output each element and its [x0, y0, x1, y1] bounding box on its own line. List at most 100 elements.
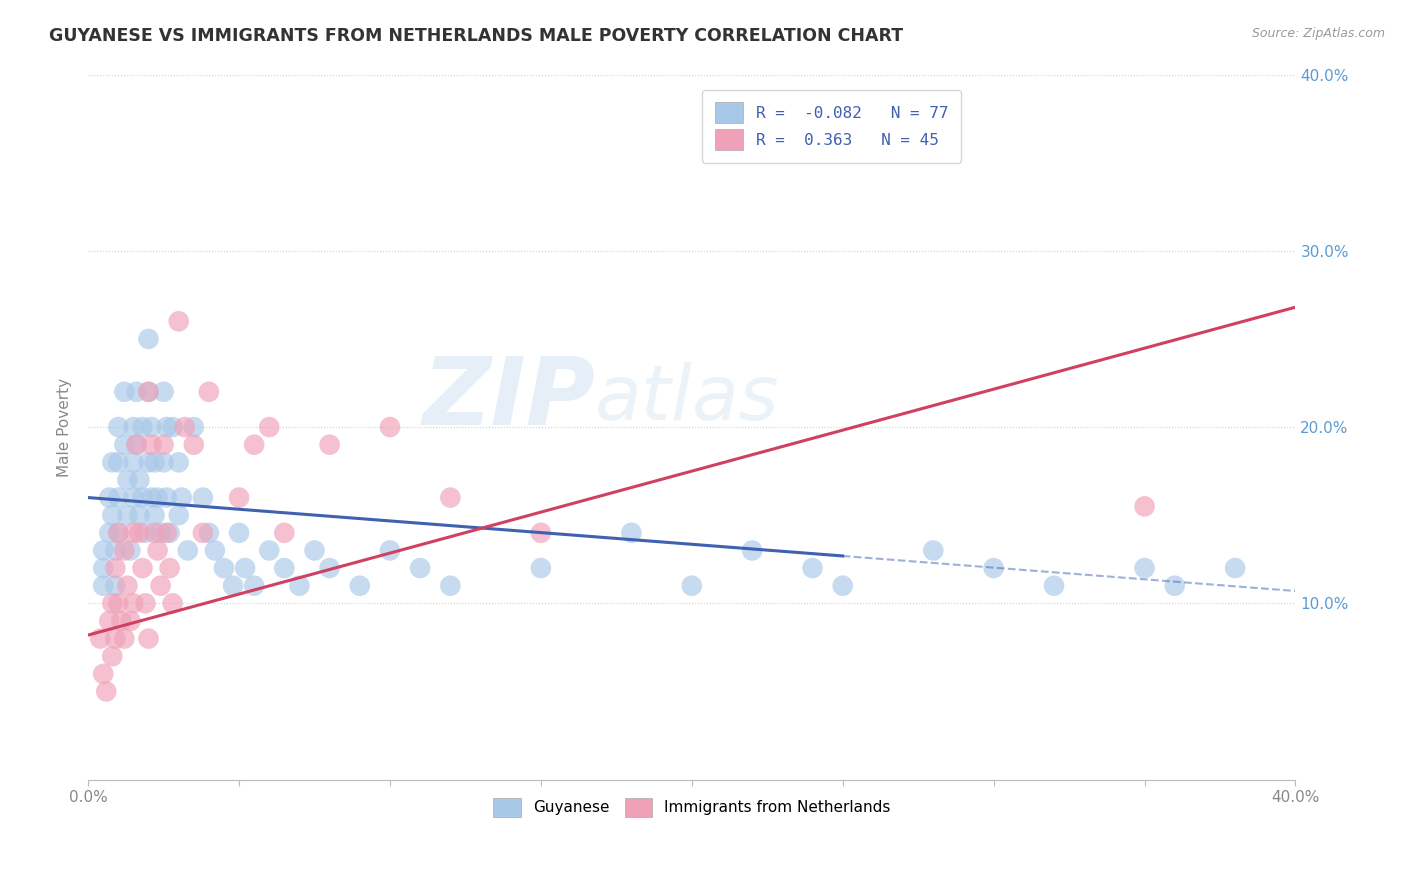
Point: [107, 455, 129, 469]
Point: [131, 491, 153, 505]
Y-axis label: Male Poverty: Male Poverty: [58, 377, 72, 476]
Point: [378, 420, 401, 434]
Point: [104, 543, 127, 558]
Point: [1133, 500, 1156, 514]
Text: Source: ZipAtlas.com: Source: ZipAtlas.com: [1251, 27, 1385, 40]
Text: atlas: atlas: [595, 362, 780, 436]
Point: [107, 596, 129, 610]
Point: [288, 579, 311, 593]
Point: [222, 579, 245, 593]
Point: [257, 420, 280, 434]
Point: [101, 649, 124, 664]
Point: [228, 525, 250, 540]
Point: [141, 438, 163, 452]
Point: [167, 314, 190, 328]
Point: [530, 525, 553, 540]
Point: [141, 420, 163, 434]
Point: [125, 438, 148, 452]
Point: [107, 525, 129, 540]
Point: [138, 332, 160, 346]
Point: [349, 579, 371, 593]
Point: [107, 491, 129, 505]
Point: [128, 508, 150, 523]
Text: GUYANESE VS IMMIGRANTS FROM NETHERLANDS MALE POVERTY CORRELATION CHART: GUYANESE VS IMMIGRANTS FROM NETHERLANDS …: [49, 27, 903, 45]
Point: [117, 473, 139, 487]
Point: [101, 508, 124, 523]
Point: [125, 384, 148, 399]
Point: [112, 543, 135, 558]
Point: [152, 438, 174, 452]
Point: [439, 491, 461, 505]
Point: [167, 508, 190, 523]
Point: [122, 491, 145, 505]
Point: [138, 384, 160, 399]
Point: [1133, 561, 1156, 575]
Point: [146, 543, 169, 558]
Point: [117, 579, 139, 593]
Point: [191, 525, 214, 540]
Legend: Guyanese, Immigrants from Netherlands: Guyanese, Immigrants from Netherlands: [485, 790, 898, 825]
Point: [112, 438, 135, 452]
Point: [304, 543, 326, 558]
Point: [120, 543, 142, 558]
Point: [143, 455, 166, 469]
Point: [167, 455, 190, 469]
Point: [143, 508, 166, 523]
Point: [120, 614, 142, 628]
Point: [198, 525, 221, 540]
Point: [91, 561, 114, 575]
Point: [134, 596, 156, 610]
Text: ZIP: ZIP: [422, 353, 595, 445]
Point: [98, 614, 121, 628]
Point: [117, 508, 139, 523]
Point: [243, 579, 266, 593]
Point: [112, 632, 135, 646]
Point: [378, 543, 401, 558]
Point: [204, 543, 226, 558]
Point: [162, 596, 184, 610]
Point: [107, 525, 129, 540]
Point: [273, 561, 295, 575]
Point: [801, 561, 824, 575]
Point: [439, 579, 461, 593]
Point: [318, 561, 340, 575]
Point: [112, 384, 135, 399]
Point: [96, 684, 118, 698]
Point: [173, 420, 195, 434]
Point: [162, 420, 184, 434]
Point: [530, 561, 553, 575]
Point: [156, 491, 179, 505]
Point: [143, 525, 166, 540]
Point: [141, 491, 163, 505]
Point: [89, 632, 111, 646]
Point: [134, 525, 156, 540]
Point: [1223, 561, 1246, 575]
Point: [409, 561, 432, 575]
Point: [983, 561, 1005, 575]
Point: [149, 579, 172, 593]
Point: [243, 438, 266, 452]
Point: [125, 438, 148, 452]
Point: [91, 666, 114, 681]
Point: [122, 420, 145, 434]
Point: [122, 596, 145, 610]
Point: [122, 455, 145, 469]
Point: [228, 491, 250, 505]
Point: [128, 525, 150, 540]
Point: [177, 543, 200, 558]
Point: [681, 579, 703, 593]
Point: [212, 561, 235, 575]
Point: [128, 473, 150, 487]
Point: [620, 525, 643, 540]
Point: [183, 420, 205, 434]
Point: [101, 596, 124, 610]
Point: [146, 491, 169, 505]
Point: [198, 384, 221, 399]
Point: [741, 543, 763, 558]
Point: [159, 561, 181, 575]
Point: [191, 491, 214, 505]
Point: [110, 614, 132, 628]
Point: [149, 525, 172, 540]
Point: [131, 420, 153, 434]
Point: [1164, 579, 1187, 593]
